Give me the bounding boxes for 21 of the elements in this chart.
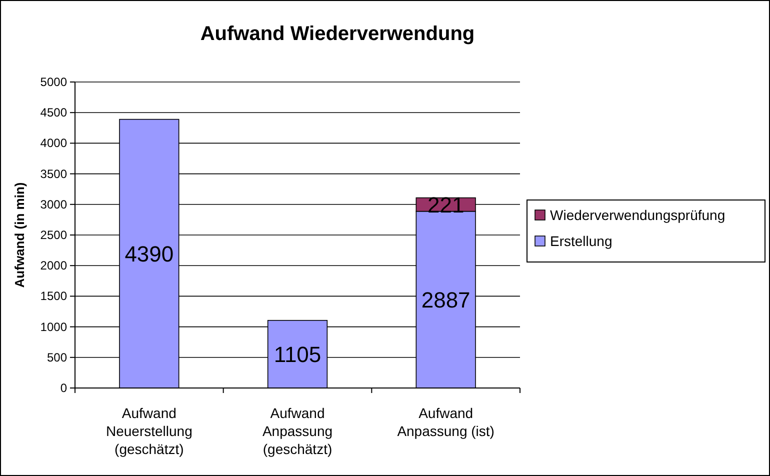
y-axis-title: Aufwand (in min)	[12, 182, 27, 288]
y-tick-label: 4000	[40, 136, 68, 150]
y-tick-label: 3500	[40, 166, 68, 181]
y-tick-label: 5000	[40, 75, 68, 89]
y-tick-label: 3000	[40, 197, 68, 212]
x-tick-label: Aufwand Neuerstellung (geschätzt)	[106, 405, 192, 457]
y-tick-label: 0	[60, 381, 68, 395]
y-tick-label: 2000	[40, 258, 68, 273]
y-tick-label: 2500	[40, 228, 68, 242]
data-label: 1105	[274, 342, 322, 368]
y-tick-label: 4500	[40, 106, 68, 120]
y-tick-label: 1000	[40, 320, 68, 334]
legend-label: Erstellung	[550, 233, 612, 249]
legend-label: Wiederverwendungsprüfung	[550, 207, 726, 223]
data-label: 2887	[421, 288, 470, 313]
x-tick-label: Aufwand Anpassung (geschätzt)	[262, 405, 333, 457]
y-tick-label: 500	[46, 350, 68, 364]
y-tick-label: 1500	[40, 289, 68, 304]
data-label: 4390	[124, 242, 174, 267]
x-tick-label: Aufwand Anpassung (ist)	[397, 405, 494, 439]
chart-title: Aufwand Wiederverwendung	[200, 23, 475, 45]
